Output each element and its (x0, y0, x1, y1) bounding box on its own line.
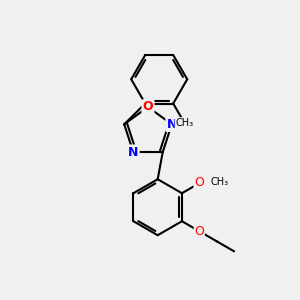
Text: N: N (128, 146, 139, 159)
Text: CH₃: CH₃ (175, 118, 193, 128)
Text: O: O (143, 100, 153, 113)
Text: N: N (167, 118, 177, 131)
Text: O: O (194, 225, 204, 238)
Text: CH₃: CH₃ (211, 177, 229, 187)
Text: O: O (194, 176, 204, 189)
